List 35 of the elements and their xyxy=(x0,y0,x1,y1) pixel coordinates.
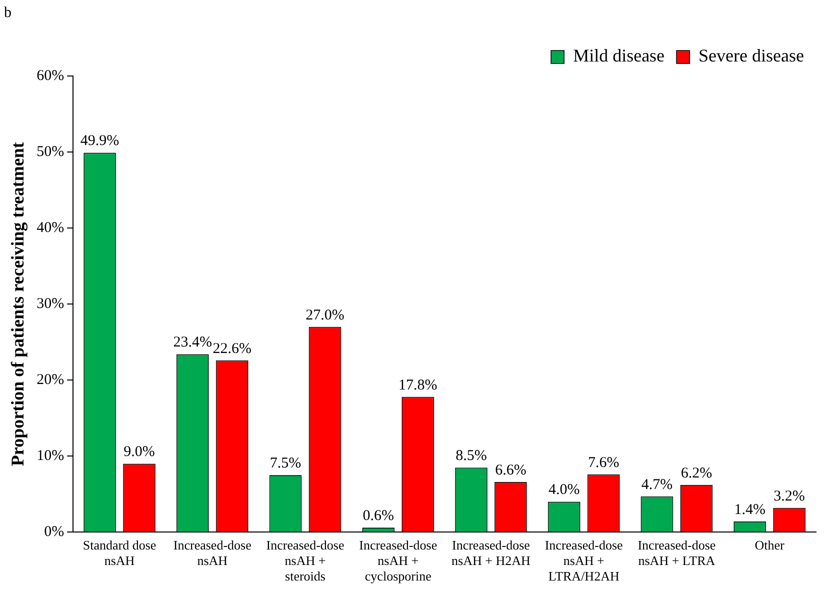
x-tick-label: Increased-dose nsAH + cyclosporine xyxy=(359,537,438,584)
data-label: 1.4% xyxy=(734,502,766,518)
y-tick-label: 20% xyxy=(36,372,64,388)
data-label: 7.6% xyxy=(588,454,620,471)
data-label: 17.8% xyxy=(398,377,438,394)
legend-label: Mild disease xyxy=(573,46,665,66)
y-tick-label: 30% xyxy=(36,296,64,312)
data-label: 0.6% xyxy=(362,508,394,524)
data-label: 49.9% xyxy=(80,133,120,150)
x-tick-label: Increased-dose nsAH + H2AH xyxy=(452,537,530,568)
chart-title: b xyxy=(4,4,12,21)
x-tick-label: Increased-dose nsAH + LTRA xyxy=(638,537,716,568)
data-label: 22.6% xyxy=(212,340,252,357)
data-label: 27.0% xyxy=(306,307,344,324)
legend-label: Severe disease xyxy=(698,46,804,66)
data-label: 4.7% xyxy=(641,476,673,493)
x-tick-label: Increased-dose nsAH xyxy=(173,537,252,568)
data-label: 23.4% xyxy=(173,334,212,351)
y-tick-label: 60% xyxy=(36,68,64,84)
data-label: 7.5% xyxy=(270,456,302,472)
data-label: 9.0% xyxy=(124,444,155,460)
data-label: 4.0% xyxy=(548,482,580,498)
x-tick-label: Other xyxy=(754,537,786,552)
y-tick-label: 40% xyxy=(36,220,64,236)
data-label: 8.5% xyxy=(456,448,487,464)
x-tick-label: Increased-dose nsAH + LTRA/H2AH xyxy=(544,537,624,584)
y-tick-label: 0% xyxy=(44,524,64,540)
x-tick-label: Increased-dose nsAH + steroids xyxy=(266,537,344,584)
y-tick-label: 10% xyxy=(36,448,64,464)
y-tick-label: 50% xyxy=(36,144,64,160)
data-label: 6.2% xyxy=(680,465,712,482)
x-tick-label: Standard dose nsAH xyxy=(82,537,156,568)
data-label: 3.2% xyxy=(774,488,805,504)
y-axis-title: Proportion of patients receiving treatment xyxy=(7,142,28,466)
data-label: 6.6% xyxy=(495,462,526,478)
